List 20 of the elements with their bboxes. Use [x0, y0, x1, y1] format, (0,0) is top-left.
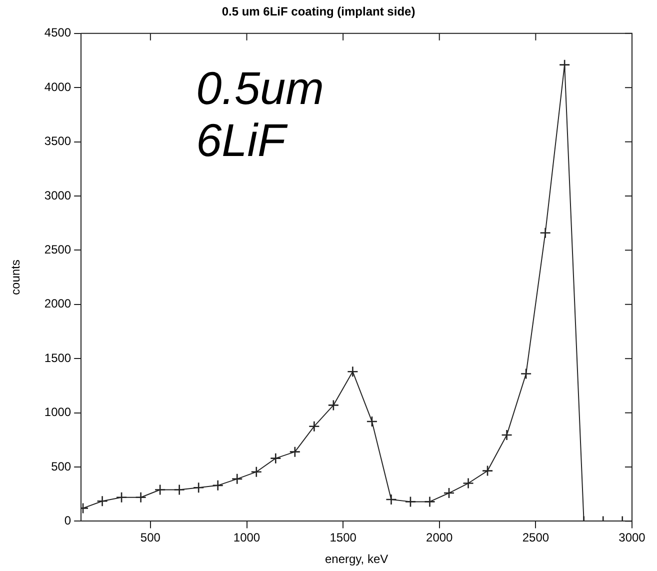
y-tick-label: 4000: [44, 80, 72, 94]
x-axis-title: energy, keV: [324, 552, 388, 566]
y-tick-label: 500: [51, 459, 72, 474]
y-tick-label: 1000: [44, 405, 72, 420]
chart-title: 0.5 um 6LiF coating (implant side): [222, 4, 416, 19]
x-tick-label: 2500: [522, 530, 550, 545]
annotation: 0.5um 6LiF: [196, 62, 324, 166]
y-tick-label: 0: [64, 514, 72, 528]
y-tick-label: 3500: [44, 134, 72, 148]
y-tick-label: 4500: [44, 26, 72, 40]
x-tick-label: 2000: [426, 530, 454, 545]
x-tick-label: 3000: [618, 530, 646, 545]
y-axis-title: counts: [8, 260, 23, 295]
y-tick-label: 1500: [44, 350, 72, 365]
y-tick-label: 2000: [44, 296, 72, 311]
x-tick-label: 1000: [233, 530, 260, 545]
x-tick-label: 1500: [330, 530, 357, 545]
y-tick-label: 3000: [44, 188, 72, 202]
x-tick-label: 500: [140, 530, 161, 545]
y-tick-label: 2500: [44, 242, 72, 257]
